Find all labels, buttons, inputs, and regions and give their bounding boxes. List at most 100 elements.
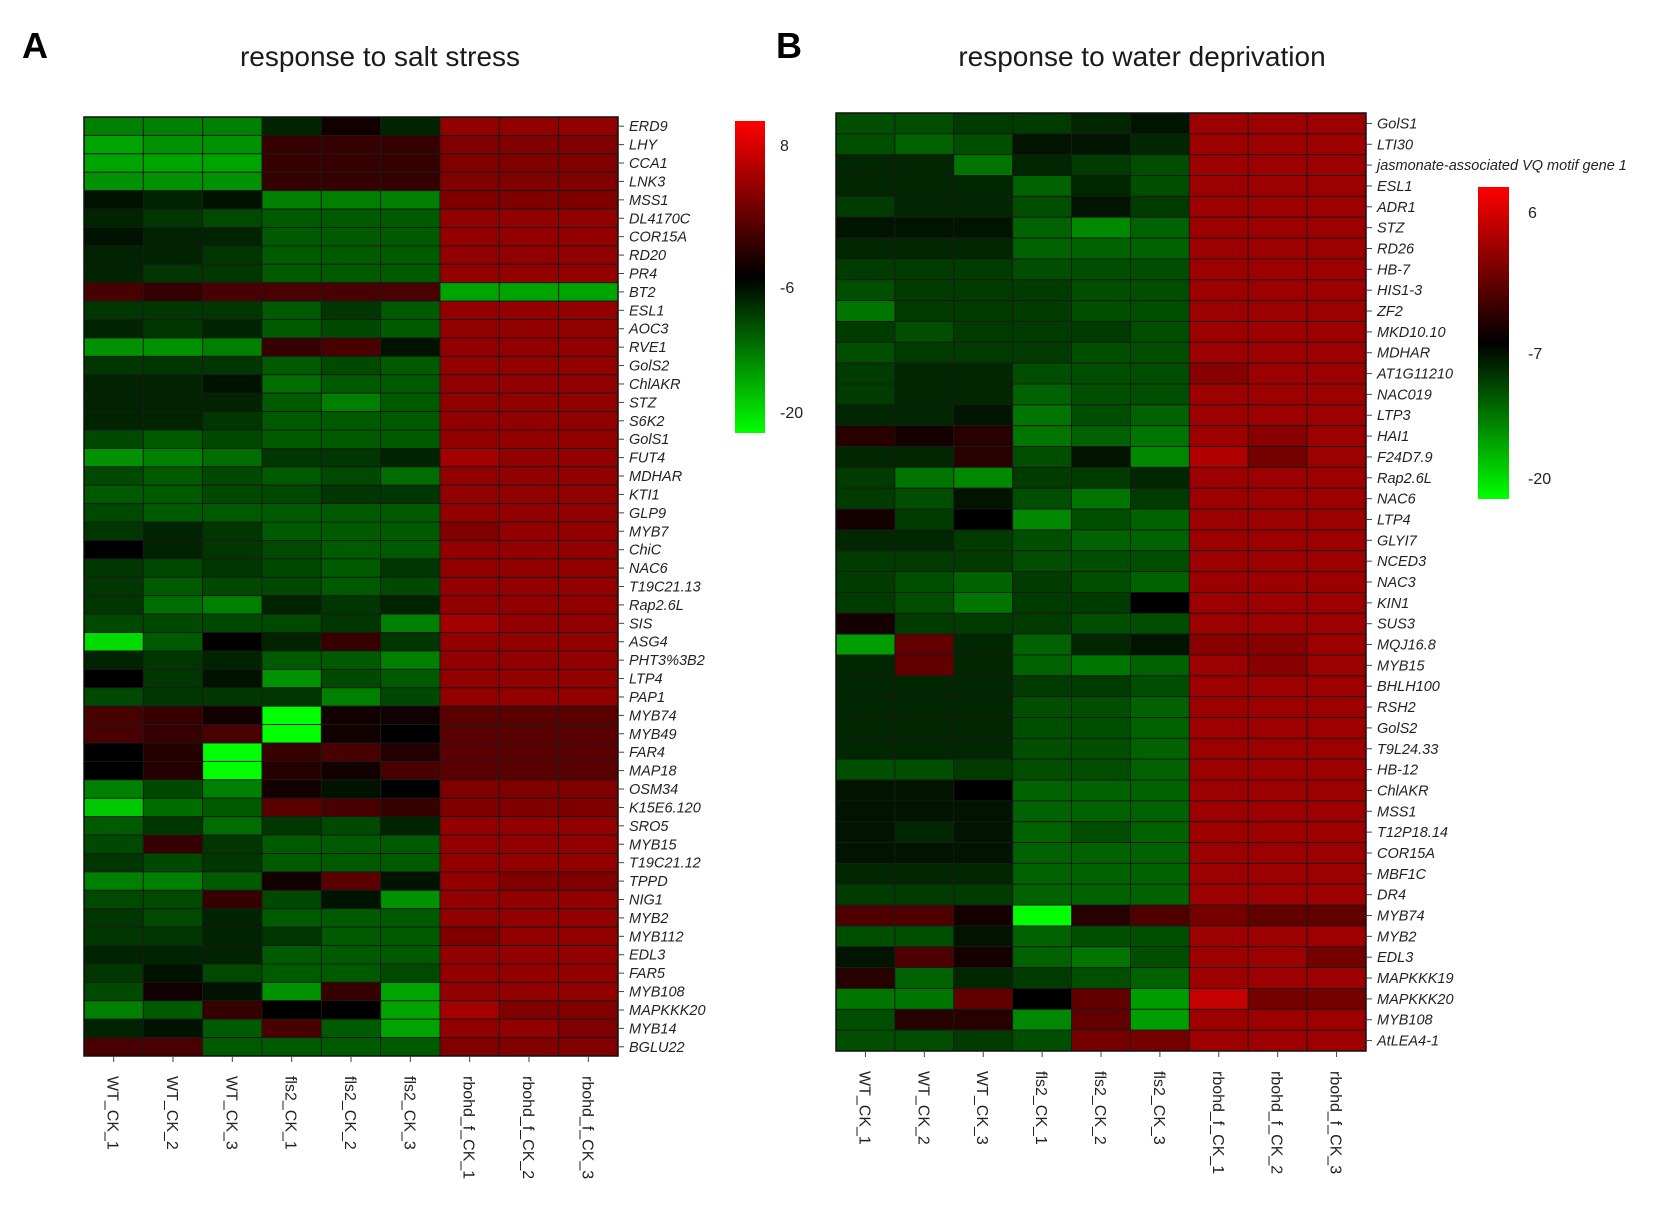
heatmap-a-cell-r24-c8: [558, 558, 619, 578]
panel-b-title: response to water deprivation: [958, 41, 1325, 72]
heatmap-a-cell-r3-c5: [380, 171, 441, 192]
heatmap-b-cell-r6-c2: [953, 237, 1014, 260]
heatmap-a-col-label: fls2_CK_1: [282, 1076, 299, 1150]
heatmap-b-cell-r42-c7: [1247, 988, 1308, 1010]
heatmap-b-cell-r23-c8: [1306, 591, 1367, 614]
heatmap-b-cell-r5-c6: [1188, 216, 1249, 239]
heatmap-a-cell-r10-c7: [498, 300, 560, 320]
heatmap-a-cell-r23-c3: [261, 540, 322, 560]
heatmap-b-cell-r38-c5: [1129, 904, 1190, 927]
heatmap-b-cell-r18-c7: [1247, 487, 1308, 510]
heatmap-a-cell-r34-c3: [261, 742, 322, 762]
heatmap-b-row-label: BHLH100: [1377, 679, 1440, 695]
heatmap-b-cell-r38-c6: [1188, 904, 1249, 927]
heatmap-b-cell-r16-c8: [1306, 446, 1367, 468]
heatmap-a-cell-r49-c2: [202, 1018, 263, 1039]
heatmap-a-cell-r29-c7: [498, 650, 560, 670]
heatmap-b-cell-r9-c7: [1247, 300, 1308, 322]
heatmap-a-cell-r17-c5: [380, 429, 441, 449]
heatmap-b-cell-r12-c3: [1012, 362, 1073, 385]
heatmap-b-cell-r35-c0: [835, 842, 896, 864]
heatmap-a-cell-r44-c8: [558, 926, 619, 946]
heatmap-a-cell-r26-c4: [320, 595, 382, 615]
heatmap-a-cell-r20-c6: [439, 484, 500, 505]
heatmap-a-cell-r26-c8: [558, 595, 619, 615]
heatmap-a-cell-r28-c0: [83, 632, 144, 652]
heatmap-b-cell-r25-c3: [1012, 633, 1073, 656]
heatmap-b-cell-r35-c8: [1306, 842, 1367, 864]
heatmap-a-cell-r16-c5: [380, 411, 441, 431]
heatmap-a-cell-r31-c0: [83, 687, 144, 707]
heatmap-a-cell-r0-c0: [83, 116, 144, 136]
heatmap-b-cell-r17-c1: [894, 466, 955, 489]
heatmap-b-cell-r10-c5: [1129, 320, 1190, 343]
heatmap-a-row-label: SRO5: [629, 819, 669, 835]
heatmap-a-cell-r32-c3: [261, 705, 322, 726]
heatmap-a-cell-r27-c6: [439, 613, 500, 633]
heatmap-b-cell-r5-c0: [835, 216, 896, 239]
heatmap-b-cell-r8-c8: [1306, 279, 1367, 302]
heatmap-b-cell-r7-c0: [835, 258, 896, 281]
heatmap-a-cell-r0-c6: [439, 116, 500, 136]
heatmap-b-cell-r19-c2: [953, 508, 1014, 531]
heatmap-b-row-label: MQJ16.8: [1377, 638, 1436, 654]
heatmap-b-row-label: SUS3: [1377, 617, 1415, 633]
heatmap-a-cell-r18-c1: [142, 447, 204, 468]
heatmap-a-cell-r29-c2: [202, 650, 263, 670]
heatmap-a-row-label: FAR4: [629, 745, 665, 761]
heatmap-b-cell-r37-c0: [835, 883, 896, 906]
heatmap-b-cell-r0-c3: [1012, 112, 1073, 135]
heatmap-a-cell-r2-c7: [498, 153, 560, 173]
heatmap-a-cell-r11-c6: [439, 319, 500, 339]
heatmap-a-cell-r34-c5: [380, 742, 441, 762]
heatmap-a-cell-r25-c8: [558, 576, 619, 597]
heatmap-a-cell-r38-c5: [380, 816, 441, 836]
heatmap-b-cell-r44-c6: [1188, 1029, 1249, 1052]
heatmap-b-cell-r42-c4: [1071, 988, 1131, 1010]
heatmap-b-cell-r5-c8: [1306, 216, 1367, 239]
heatmap-a-cell-r20-c0: [83, 484, 144, 505]
heatmap-b-row-label: RD26: [1377, 241, 1415, 257]
heatmap-a: ERD9 LHY CCA1 LNK3 MSS1 DL4170C COR15A RD20 PR4 B…: [83, 116, 706, 1179]
heatmap-a-cell-r2-c4: [320, 153, 382, 173]
heatmap-a-cell-r21-c1: [142, 503, 204, 523]
heatmap-b-cell-r28-c5: [1129, 696, 1190, 718]
heatmap-b-cell-r30-c4: [1071, 737, 1131, 760]
heatmap-b-row-label: LTP3: [1377, 408, 1411, 424]
heatmap-b-cell-r6-c1: [894, 237, 955, 260]
heatmap-b-cell-r20-c7: [1247, 529, 1308, 552]
heatmap-a-cell-r28-c4: [320, 632, 382, 652]
heatmap-a-cell-r24-c0: [83, 558, 144, 578]
heatmap-b-cell-r33-c6: [1188, 800, 1249, 823]
heatmap-b-cell-r22-c4: [1071, 571, 1131, 593]
heatmap-b-cell-r39-c1: [894, 925, 955, 948]
heatmap-a-row-label: MYB112: [629, 929, 684, 945]
heatmap-b-cell-r23-c6: [1188, 591, 1249, 614]
heatmap-b-cell-r3-c7: [1247, 175, 1308, 197]
heatmap-b-col-label: WT_CK_1: [855, 1071, 872, 1145]
heatmap-b-cell-r30-c7: [1247, 737, 1308, 760]
heatmap-b-cell-r28-c4: [1071, 696, 1131, 718]
heatmap-a-cell-r14-c0: [83, 374, 144, 394]
heatmap-b-cell-r4-c0: [835, 195, 896, 218]
heatmap-a-cell-r36-c5: [380, 779, 441, 799]
heatmap-a-col-label: rbohd_f_CK_1: [460, 1076, 477, 1179]
heatmap-b-row-label: MSS1: [1377, 804, 1417, 820]
heatmap-a-row-label: STZ: [629, 395, 658, 411]
heatmap-a-cell-r0-c8: [558, 116, 619, 136]
heatmap-a-cell-r39-c4: [320, 834, 382, 854]
heatmap-a-row-label: MYB15: [629, 837, 677, 853]
heatmap-b-cell-r1-c1: [894, 133, 955, 156]
heatmap-a-cell-r45-c4: [320, 945, 382, 965]
heatmap-b-cell-r36-c3: [1012, 862, 1073, 885]
heatmap-a-cell-r46-c3: [261, 963, 322, 983]
heatmap-b-cell-r1-c6: [1188, 133, 1249, 156]
heatmap-a-cell-r37-c5: [380, 797, 441, 818]
heatmap-a-cell-r39-c8: [558, 834, 619, 854]
heatmap-a-cell-r46-c2: [202, 963, 263, 983]
heatmap-b-cell-r14-c2: [953, 404, 1014, 427]
heatmap-a-cell-r22-c5: [380, 521, 441, 541]
heatmap-a-cell-r36-c4: [320, 779, 382, 799]
heatmap-b-cell-r25-c7: [1247, 633, 1308, 656]
